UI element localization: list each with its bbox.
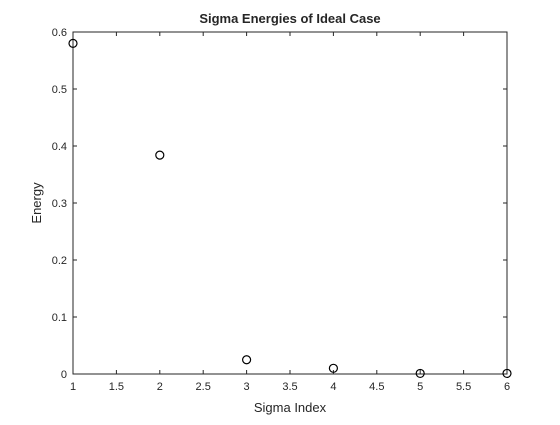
plot-area-box: [72, 31, 508, 375]
data-point: [502, 368, 512, 379]
x-tick-label: 3.5: [282, 381, 297, 393]
x-tick-label: 5: [417, 381, 423, 393]
y-tick-label: 0.5: [52, 84, 67, 96]
x-tick-label: 4.5: [369, 381, 384, 393]
plot-axes: 1 1.5 2 2.5 3 3.5 4 4.5 5 5.5 6 0 0.1 0.2 0.3 0.4 0.5 0.…: [52, 27, 512, 393]
y-tick-label: 0.2: [52, 255, 67, 267]
data-point: [328, 363, 338, 373]
y-tick-label: 0: [61, 369, 67, 381]
y-axis-ticks: 0 0.1 0.2 0.3 0.4 0.5 0.6: [52, 27, 507, 381]
data-point: [415, 368, 425, 379]
x-axis-label: Sigma Index: [254, 400, 327, 415]
x-tick-label: 6: [504, 381, 510, 393]
data-point: [68, 38, 78, 49]
x-tick-label: 1: [70, 381, 76, 393]
x-axis-ticks: 1 1.5 2 2.5 3 3.5 4 4.5 5 5.5 6: [70, 32, 510, 393]
y-tick-label: 0.3: [52, 198, 67, 210]
data-point: [242, 355, 252, 365]
y-tick-label: 0.6: [52, 27, 67, 39]
x-tick-label: 2.5: [196, 381, 211, 393]
x-tick-label: 2: [157, 381, 163, 393]
x-tick-label: 1.5: [109, 381, 124, 393]
y-tick-label: 0.1: [52, 312, 67, 324]
x-tick-label: 5.5: [456, 381, 471, 393]
data-points: [68, 38, 512, 379]
y-tick-label: 0.4: [52, 141, 67, 153]
x-tick-label: 4: [330, 381, 336, 393]
chart-title: Sigma Energies of Ideal Case: [199, 11, 380, 26]
x-tick-label: 3: [244, 381, 250, 393]
y-axis-label: Energy: [29, 182, 44, 224]
data-point: [155, 150, 165, 160]
